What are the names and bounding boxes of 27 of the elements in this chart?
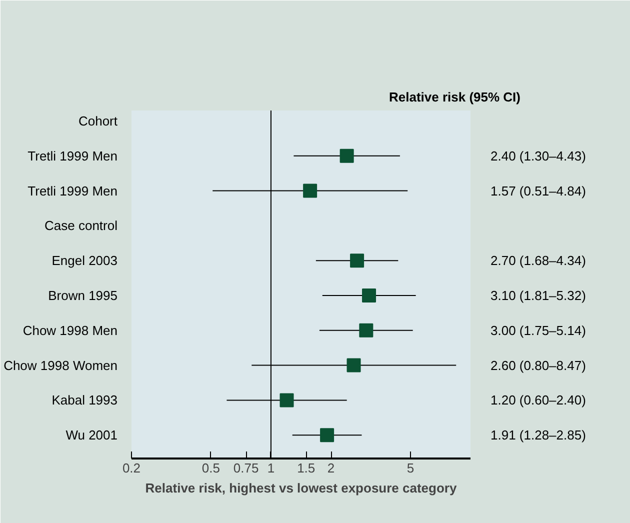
data-label: 1.91 (1.28–2.85) [490, 428, 586, 443]
x-tick-label: 0.2 [122, 460, 141, 476]
y-tick-label: Brown 1995 [48, 288, 118, 303]
y-tick-label: Cohort [78, 113, 118, 128]
x-tick-label: 5 [406, 460, 414, 476]
x-tick-label: 0.5 [202, 460, 220, 476]
data-label: 2.70 (1.68–4.34) [490, 253, 586, 268]
data-label: 2.40 (1.30–4.43) [490, 148, 586, 164]
y-tick-label: Tretli 1999 Men [28, 148, 118, 164]
x-tick-label: 2 [327, 460, 335, 476]
y-tick-label: Kabal 1993 [52, 392, 118, 408]
x-tick-label: 1.5 [297, 460, 316, 476]
y-tick-label: Engel 2003 [52, 253, 118, 268]
y-tick-label: Chow 1998 Men [22, 322, 118, 338]
data-label: 3.10 (1.81–5.32) [490, 288, 586, 303]
x-tick-label: 1 [267, 460, 275, 476]
y-tick-label: Chow 1998 Women [4, 358, 118, 373]
x-axis-title: Relative risk, highest vs lowest exposure category [145, 480, 458, 496]
data-label: 3.00 (1.75–5.14) [490, 322, 586, 338]
data-label: 1.20 (0.60–2.40) [490, 392, 586, 408]
y-tick-label: Tretli 1999 Men [28, 183, 118, 198]
y-tick-label: Case control [44, 218, 118, 234]
data-label: 1.57 (0.51–4.84) [490, 183, 586, 198]
y-tick-label: Wu 2001 [66, 428, 118, 443]
data-label: 2.60 (0.80–8.47) [490, 358, 586, 373]
x-tick-label: 0.75 [233, 460, 259, 476]
text: Relative risk (95% CI) [388, 90, 521, 104]
